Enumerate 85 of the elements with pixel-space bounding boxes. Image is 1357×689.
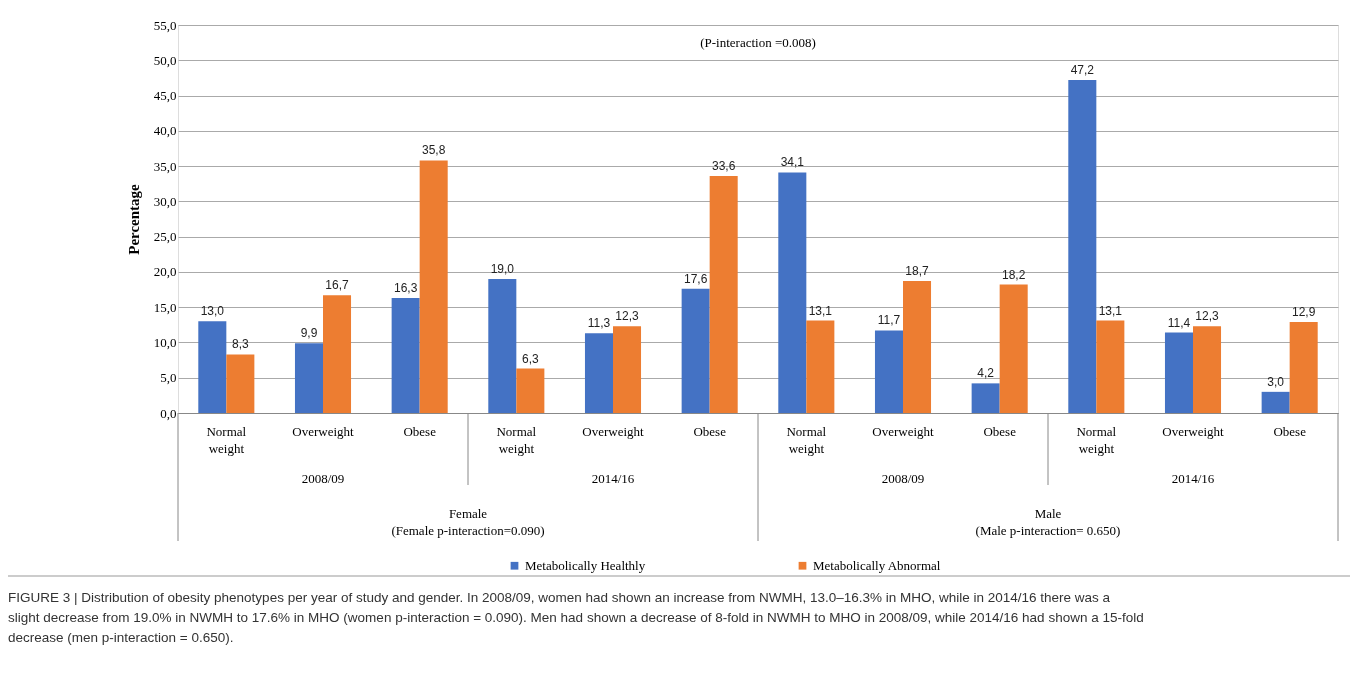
caption: FIGURE 3 | Distribution of obesity phenotypes per year of study and gender. In 2008/09, women had shown an increase from NWMH, 13.0–16.3% in MHO, while in 2014/16 there was a slight decrease from 19.0% in NWMH to 17.6% in MHO (women p-interaction = 0.090). Men had shown a decrease of 8-fold in NWMH to MHO in 2008/09, while 2014/16 had shown a 15-fold decrease (men p-interaction = 0.650). (8, 590, 1144, 645)
y-tick-label: 5,0 (160, 370, 177, 386)
text: 2014/16 (1171, 471, 1215, 486)
bar (903, 281, 932, 413)
x-tick-label: Overweight (872, 423, 935, 439)
data-label: 19,0 (490, 261, 515, 276)
bar (226, 354, 255, 413)
bar (516, 368, 545, 413)
text: (Female p-interaction=0.090) (391, 523, 545, 538)
bar (806, 320, 835, 413)
data-label: 33,6 (712, 158, 736, 173)
data-label: 13,1 (1098, 303, 1123, 318)
annotation: (P-interaction =0.008) (700, 35, 816, 50)
bar (584, 333, 613, 413)
data-label: 13,1 (808, 303, 833, 318)
data-label: 35,8 (422, 143, 446, 158)
bar (999, 284, 1028, 413)
x-tick-label: Overweight (582, 423, 645, 439)
y-axis-title: Percentage (125, 183, 142, 255)
text: 2014/16 (591, 471, 635, 486)
y-tick-label: 15,0 (153, 299, 177, 315)
data-label: 12,3 (615, 309, 640, 324)
bar (488, 278, 517, 413)
y-tick-label: 45,0 (153, 88, 177, 104)
bar (681, 288, 710, 413)
data-label: 13,0 (200, 304, 225, 319)
y-tick-label: 10,0 (153, 334, 177, 350)
y-tick-label: 25,0 (153, 229, 177, 245)
bar (709, 175, 738, 413)
y-tick-label: 20,0 (153, 264, 177, 280)
text: Female (448, 506, 488, 521)
bar (323, 295, 352, 413)
y-tick-label: 55,0 (153, 17, 177, 33)
y-tick-label: 30,0 (153, 193, 177, 209)
data-label: 11,7 (877, 313, 901, 328)
x-tick-label: Obese (693, 423, 727, 439)
x-tick-label: Normal weight (1076, 423, 1117, 456)
text: 2008/09 (881, 471, 925, 486)
x-tick-label: Overweight (292, 423, 355, 439)
text: Male (1034, 506, 1062, 521)
data-label: 6,3 (522, 351, 540, 366)
text: 2008/09 (301, 471, 345, 486)
bar (1261, 391, 1290, 413)
bar (294, 343, 323, 413)
data-label: 17,6 (683, 271, 708, 286)
data-label: 11,4 (1167, 315, 1191, 330)
data-label: 12,3 (1195, 309, 1220, 324)
data-label: 16,3 (393, 281, 418, 296)
data-label: 11,3 (587, 316, 611, 331)
bar (613, 326, 642, 413)
bar (1164, 332, 1193, 413)
bar (198, 321, 227, 413)
data-label: 18,7 (905, 264, 930, 279)
bar (778, 172, 807, 413)
y-tick-label: 0,0 (160, 405, 177, 421)
y-tick-label: 50,0 (153, 52, 177, 68)
data-label: 8,3 (232, 337, 250, 352)
data-label: 12,9 (1292, 305, 1316, 319)
x-tick-label: Obese (1273, 423, 1307, 439)
bar (1068, 80, 1097, 413)
bar (1096, 320, 1125, 413)
data-label: 47,2 (1070, 63, 1095, 78)
x-tick-label: Normal weight (786, 423, 827, 456)
bar (874, 330, 903, 413)
data-label: 18,2 (1002, 267, 1026, 282)
y-tick-label: 35,0 (153, 158, 177, 174)
legend-label: Metabolically Abnormal (813, 557, 941, 573)
x-tick-label: Obese (403, 423, 437, 439)
legend-label: Metabolically Healthly (525, 557, 646, 573)
bar (1289, 322, 1318, 413)
bar (971, 383, 1000, 413)
x-tick-label: Overweight (1162, 423, 1225, 439)
x-tick-label: Obese (983, 423, 1017, 439)
data-label: 3,0 (1267, 374, 1285, 389)
y-tick-label: 40,0 (153, 123, 177, 139)
data-label: 4,2 (977, 366, 995, 381)
data-label: 9,9 (300, 326, 318, 341)
bar (1193, 326, 1222, 413)
text: (Male p-interaction= 0.650) (975, 523, 1121, 538)
x-tick-label: Normal weight (496, 423, 537, 456)
bar (391, 298, 420, 413)
x-tick-label: Normal weight (206, 423, 247, 456)
bar (419, 160, 448, 413)
data-label: 34,1 (780, 155, 805, 170)
data-label: 16,7 (325, 278, 350, 293)
